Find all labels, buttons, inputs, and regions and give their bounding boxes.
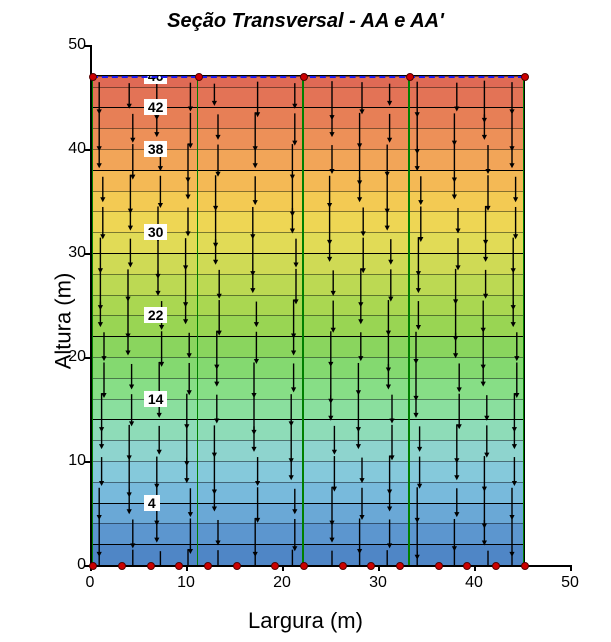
y-tick-mark — [84, 357, 90, 359]
x-tick-mark — [474, 565, 476, 571]
x-tick-label: 50 — [561, 574, 579, 592]
bottom-marker — [463, 562, 471, 570]
data-region: 4142230384246 — [92, 76, 524, 565]
bottom-marker — [204, 562, 212, 570]
contour-label: 14 — [144, 391, 168, 407]
bottom-marker — [521, 562, 529, 570]
y-tick-mark — [84, 45, 90, 47]
x-tick-label: 20 — [273, 574, 291, 592]
x-tick-mark — [282, 565, 284, 571]
plot-area: 4142230384246 — [90, 45, 572, 567]
bottom-marker — [271, 562, 279, 570]
contour-label: 4 — [144, 495, 160, 511]
y-tick-mark — [84, 253, 90, 255]
bottom-marker — [118, 562, 126, 570]
x-axis-label: Largura (m) — [0, 608, 611, 634]
contour-label: 30 — [144, 224, 168, 240]
top-marker — [195, 73, 203, 81]
x-tick-mark — [570, 565, 572, 571]
chart-container: Seção Transversal - AA e AA' Altura (m) … — [0, 0, 611, 642]
x-tick-label: 40 — [465, 574, 483, 592]
contour-label: 42 — [144, 99, 168, 115]
bottom-marker — [175, 562, 183, 570]
top-marker — [406, 73, 414, 81]
x-tick-label: 0 — [86, 574, 95, 592]
y-tick-mark — [84, 461, 90, 463]
bottom-marker — [233, 562, 241, 570]
bottom-marker — [339, 562, 347, 570]
bottom-marker — [396, 562, 404, 570]
y-tick-mark — [84, 149, 90, 151]
bottom-marker — [367, 562, 375, 570]
x-tick-label: 10 — [177, 574, 195, 592]
bottom-marker — [147, 562, 155, 570]
contour-label: 38 — [144, 141, 168, 157]
bottom-marker — [492, 562, 500, 570]
bottom-marker — [89, 562, 97, 570]
bottom-marker — [300, 562, 308, 570]
x-tick-label: 30 — [369, 574, 387, 592]
contour-label: 22 — [144, 307, 168, 323]
x-tick-mark — [186, 565, 188, 571]
bottom-marker — [435, 562, 443, 570]
top-marker — [521, 73, 529, 81]
x-tick-mark — [378, 565, 380, 571]
